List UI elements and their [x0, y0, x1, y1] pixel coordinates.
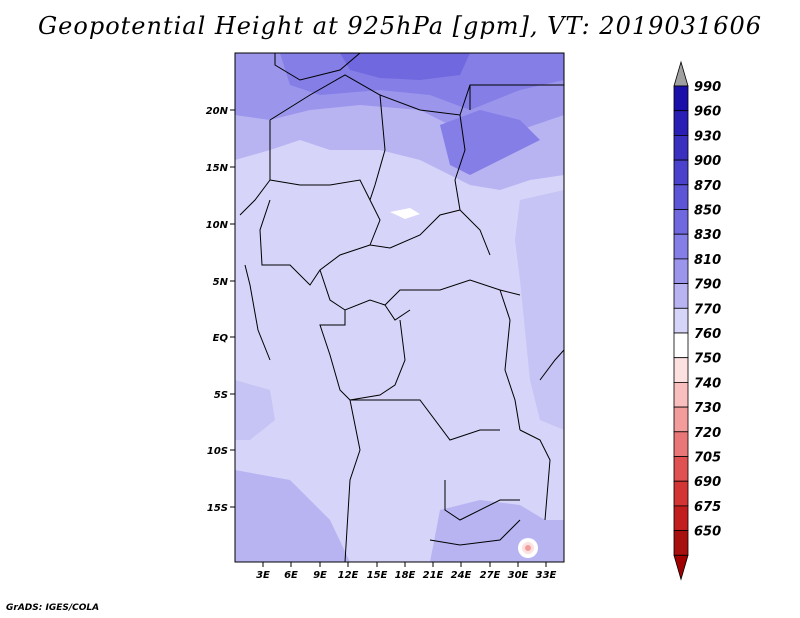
lat-tick-label: 20N [206, 106, 229, 117]
lat-tick-label: 5S [214, 390, 228, 401]
colorbar-swatch [673, 85, 689, 112]
height-field [235, 53, 564, 562]
lon-tick-label: 6E [284, 570, 298, 581]
colorbar-level-label: 850 [694, 204, 721, 219]
colorbar-swatch [673, 505, 689, 531]
colorbar-swatch [673, 233, 689, 260]
colorbar-swatch [673, 381, 689, 408]
colorbar-swatch [673, 134, 689, 161]
colorbar-swatch [673, 184, 689, 210]
colorbar-top-arrow [673, 60, 689, 87]
colorbar-level-label: 720 [694, 426, 721, 441]
lat-tick-label: 15S [207, 503, 228, 514]
colorbar-level-label: 750 [694, 352, 721, 367]
lat-tick-label: 5N [213, 277, 229, 288]
credit-label: GrADS: IGES/COLA [6, 603, 100, 613]
colorbar-swatch [673, 209, 689, 235]
colorbar-swatch [673, 431, 689, 457]
colorbar-level-label: 770 [694, 302, 721, 317]
lat-tick-label: 10S [207, 446, 228, 457]
colorbar-level-label: 690 [694, 475, 721, 490]
lon-tick-label: 18E [395, 570, 416, 581]
lon-axis: 3E 6E 9E 12E 15E 18E 21E 24E 27E 30E 33E [256, 562, 557, 581]
page-title: Geopotential Height at 925hPa [gpm], VT:… [38, 12, 762, 40]
colorbar-bottom-arrow [673, 554, 689, 581]
lat-tick-label: 15N [206, 163, 229, 174]
lat-axis: 20N 15N 10N 5N EQ 5S 10S 15S [206, 106, 235, 514]
colorbar-swatch [673, 406, 689, 433]
colorbar-level-label: 930 [694, 129, 721, 144]
colorbar-swatch [673, 480, 689, 507]
colorbar-level-label: 740 [694, 376, 721, 391]
lon-tick-label: 30E [508, 570, 529, 581]
lon-tick-label: 33E [536, 570, 557, 581]
lat-tick-label: 10N [206, 220, 229, 231]
lon-tick-label: 27E [480, 570, 501, 581]
colorbar-swatch [673, 332, 689, 359]
colorbar-level-label: 810 [694, 253, 721, 268]
colorbar-swatch [673, 456, 689, 482]
lat-tick-label: EQ [213, 333, 229, 344]
map-frame [234, 52, 565, 563]
colorbar-level-label: 675 [694, 500, 721, 515]
colorbar-level-label: 960 [694, 105, 721, 120]
colorbar-swatch [673, 159, 689, 186]
colorbar-swatch [673, 283, 689, 309]
country-borders [239, 53, 564, 562]
colorbar-swatch [673, 110, 689, 136]
lon-tick-label: 21E [423, 570, 444, 581]
colorbar-level-label: 830 [694, 228, 721, 243]
colorbar-level-label: 760 [694, 327, 721, 342]
colorbar-swatch [673, 357, 689, 383]
colorbar-swatch [673, 307, 689, 334]
colorbar-level-label: 900 [694, 154, 721, 169]
colorbar-level-label: 790 [694, 278, 721, 293]
lon-tick-label: 12E [338, 570, 359, 581]
colorbar-swatch [673, 258, 689, 284]
colorbar-level-label: 705 [694, 451, 721, 466]
colorbar-level-label: 730 [694, 401, 721, 416]
lon-tick-label: 9E [313, 570, 327, 581]
lon-tick-label: 15E [367, 570, 388, 581]
colorbar-level-label: 650 [694, 525, 721, 540]
colorbar-level-label: 990 [694, 80, 721, 95]
lon-tick-label: 3E [256, 570, 270, 581]
lon-tick-label: 24E [451, 570, 472, 581]
colorbar: 990 960 930 900 870 850 830 810 790 770 760 750 740 7… [673, 60, 721, 581]
colorbar-level-label: 870 [694, 179, 721, 194]
colorbar-swatch [673, 530, 689, 556]
